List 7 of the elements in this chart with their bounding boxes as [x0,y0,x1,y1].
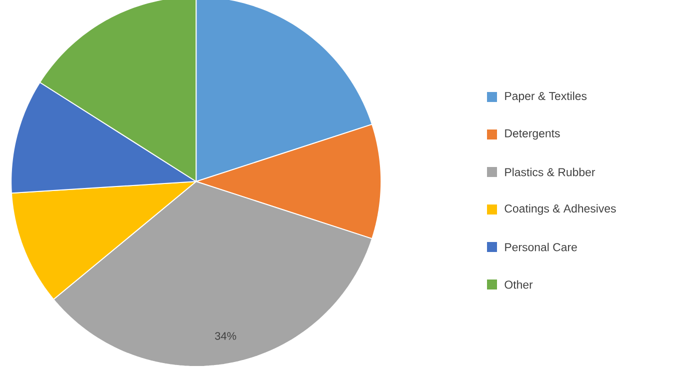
legend-label: Plastics & Rubber [505,168,596,176]
legend-label: Paper & Textiles [505,92,587,102]
legend-label: Personal Care [505,242,577,252]
legend-label: Other [504,280,533,289]
legend-label: Coatings & Adhesives [504,204,616,215]
legend-label: Detergents [505,129,560,140]
data-label: 34% [215,332,236,340]
